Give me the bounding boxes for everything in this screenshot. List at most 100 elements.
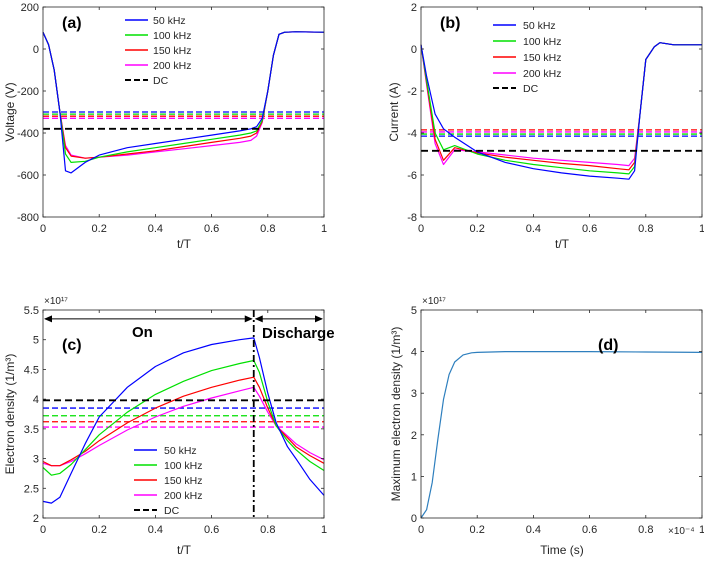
panel-d-exponent: ×10¹⁷ xyxy=(422,296,446,307)
panel-d-label: (d) xyxy=(598,337,618,354)
panel-a-ytick-label: 0 xyxy=(33,44,39,56)
panel-c-annotation-discharge: Discharge xyxy=(262,325,335,342)
panel-c-legend-label-50khz: 50 kHz xyxy=(164,445,197,457)
panel-b-label: (b) xyxy=(440,15,460,32)
panel-d-traces xyxy=(420,351,703,519)
panel-d-max-density: 0 0.2 0.4 0.6 0.8 1 0 1 2 3 4 5 ×10¹⁷ ×10⁻⁴ (d) Tim… xyxy=(389,296,704,557)
panel-c-ytick-label: 4 xyxy=(33,394,39,406)
panel-a-series-50khz xyxy=(42,31,325,174)
panel-c-discharge-arrowhead-right xyxy=(315,315,323,323)
panel-b-ticks: 0 0.2 0.4 0.6 0.8 1 -8 -6 -4 -2 0 2 xyxy=(407,2,704,235)
panel-c-series-200khz xyxy=(42,386,325,467)
panel-a-ticks: 0 0.2 0.4 0.6 0.8 1 -800 -600 -400 -200 0 200 xyxy=(17,2,327,235)
panel-d-xtick-label: 1 xyxy=(699,524,704,536)
panel-c-traces xyxy=(42,337,325,504)
panel-c-xlabel: t/T xyxy=(177,543,192,557)
panel-b-legend-label-50khz: 50 kHz xyxy=(523,20,556,32)
panel-d-xtick-label: 0 xyxy=(418,524,424,536)
panel-c-ytick-label: 5.5 xyxy=(24,305,39,317)
panel-a-label: (a) xyxy=(62,15,82,32)
panel-b-xtick-label: 1 xyxy=(699,223,704,235)
panel-d-ylabel: Maximum electron density (1/m³) xyxy=(389,327,403,502)
panel-b-legend-label-dc: DC xyxy=(523,83,539,95)
panel-c-xtick-label: 0.8 xyxy=(260,524,275,536)
panel-d-series-maxdensity xyxy=(420,351,703,519)
panel-c-ytick-label: 2.5 xyxy=(24,483,39,495)
panel-a-legend: 50 kHz 100 kHz 150 kHz 200 kHz DC xyxy=(125,15,192,87)
panel-a-xtick-label: 0.6 xyxy=(204,223,219,235)
panel-b-legend-label-200khz: 200 kHz xyxy=(523,68,562,80)
panel-b-ytick-label: -6 xyxy=(407,170,417,182)
panel-a-ytick-label: -800 xyxy=(17,212,39,224)
panel-a-legend-label-200khz: 200 kHz xyxy=(153,60,192,72)
panel-c-discharge-arrowhead-left xyxy=(254,315,263,323)
panel-b-legend-label-150khz: 150 kHz xyxy=(523,52,562,64)
panel-c-arrows xyxy=(44,310,323,518)
panel-c-exponent: ×10¹⁷ xyxy=(44,296,68,307)
panel-b-ytick-label: 2 xyxy=(411,2,417,14)
panel-b-xtick-label: 0.4 xyxy=(526,223,541,235)
panel-b-ytick-label: -2 xyxy=(407,86,417,98)
panel-c-xtick-label: 1 xyxy=(321,524,327,536)
panel-c-ticks: 0 0.2 0.4 0.6 0.8 1 2 2.5 3 3.5 4 4.5 5 5.5 xyxy=(24,305,327,536)
panel-b-traces xyxy=(420,42,702,180)
panel-b-xtick-label: 0.6 xyxy=(582,223,597,235)
panel-b-ytick-label: -4 xyxy=(407,128,417,140)
panel-c-ylabel: Electron density (1/m³) xyxy=(3,354,17,475)
panel-c-electron-density: 0 0.2 0.4 0.6 0.8 1 2 2.5 3 3.5 4 4.5 5 5.5 ×10¹⁷ (c)… xyxy=(3,296,335,557)
panel-d-xlabel: Time (s) xyxy=(540,543,584,557)
panel-c-legend-label-100khz: 100 kHz xyxy=(164,460,203,472)
panel-a-ylabel: Voltage (V) xyxy=(3,82,17,141)
panel-d-ytick-label: 5 xyxy=(411,305,417,317)
panel-a-voltage: 0 0.2 0.4 0.6 0.8 1 -800 -600 -400 -200 0 200 (a) t… xyxy=(3,2,327,251)
panel-c-ytick-label: 2 xyxy=(33,513,39,525)
panel-a-legend-label-150khz: 150 kHz xyxy=(153,45,192,57)
panel-c-legend-label-dc: DC xyxy=(164,505,180,517)
panel-c-series-150khz xyxy=(42,376,325,467)
panel-b-xtick-label: 0 xyxy=(418,223,424,235)
panel-a-xlabel: t/T xyxy=(177,237,192,251)
panel-b-xtick-label: 0.2 xyxy=(470,223,485,235)
panel-d-ytick-label: 3 xyxy=(411,388,417,400)
panel-c-legend-label-200khz: 200 kHz xyxy=(164,490,203,502)
panel-b-ylabel: Current (A) xyxy=(387,82,401,141)
panel-c-ytick-label: 3.5 xyxy=(24,424,39,436)
panel-d-ytick-label: 1 xyxy=(411,471,417,483)
panel-c-label: (c) xyxy=(62,337,82,354)
panel-c-ytick-label: 4.5 xyxy=(24,364,39,376)
panel-c-series-100khz xyxy=(42,359,325,476)
panel-b-legend: 50 kHz 100 kHz 150 kHz 200 kHz DC xyxy=(493,20,562,95)
panel-c-annotation-on: On xyxy=(132,324,153,341)
panel-a-xtick-label: 0 xyxy=(40,223,46,235)
panel-a-frame xyxy=(42,6,325,218)
panel-c-on-arrowhead-left xyxy=(44,315,52,323)
panel-c-on-arrowhead-right xyxy=(244,315,253,323)
panel-c-xtick-label: 0.6 xyxy=(204,524,219,536)
panel-b-series-50khz xyxy=(420,42,702,180)
panel-c-series-50khz xyxy=(42,337,325,504)
panel-a-xtick-label: 0.4 xyxy=(148,223,163,235)
panel-d-ytick-label: 4 xyxy=(411,347,417,359)
panel-d-ytick-label: 2 xyxy=(411,430,417,442)
panel-d-xtick-label: 0.4 xyxy=(526,524,541,536)
panel-b-frame xyxy=(420,6,703,218)
panel-a-xtick-label: 1 xyxy=(321,223,327,235)
panel-c-xtick-label: 0.2 xyxy=(92,524,107,536)
panel-b-ytick-label: -8 xyxy=(407,212,417,224)
panel-c-ytick-label: 3 xyxy=(33,454,39,466)
panel-d-ticks: 0 0.2 0.4 0.6 0.8 1 0 1 2 3 4 5 xyxy=(411,305,704,536)
panel-d-xtick-label: 0.8 xyxy=(638,524,653,536)
panel-d-ytick-label: 0 xyxy=(411,513,417,525)
panel-a-ytick-label: -200 xyxy=(17,86,39,98)
panel-a-ytick-label: 200 xyxy=(21,2,39,14)
panel-a-traces xyxy=(42,31,325,174)
panel-c-legend: 50 kHz 100 kHz 150 kHz 200 kHz DC xyxy=(134,445,203,517)
panel-a-legend-label-50khz: 50 kHz xyxy=(153,15,186,27)
panel-c-xtick-label: 0 xyxy=(40,524,46,536)
panel-c-xtick-label: 0.4 xyxy=(148,524,163,536)
panel-a-legend-label-dc: DC xyxy=(153,75,169,87)
panel-a-legend-label-100khz: 100 kHz xyxy=(153,30,192,42)
panel-a-xtick-label: 0.2 xyxy=(92,223,107,235)
panel-a-ytick-label: -600 xyxy=(17,170,39,182)
